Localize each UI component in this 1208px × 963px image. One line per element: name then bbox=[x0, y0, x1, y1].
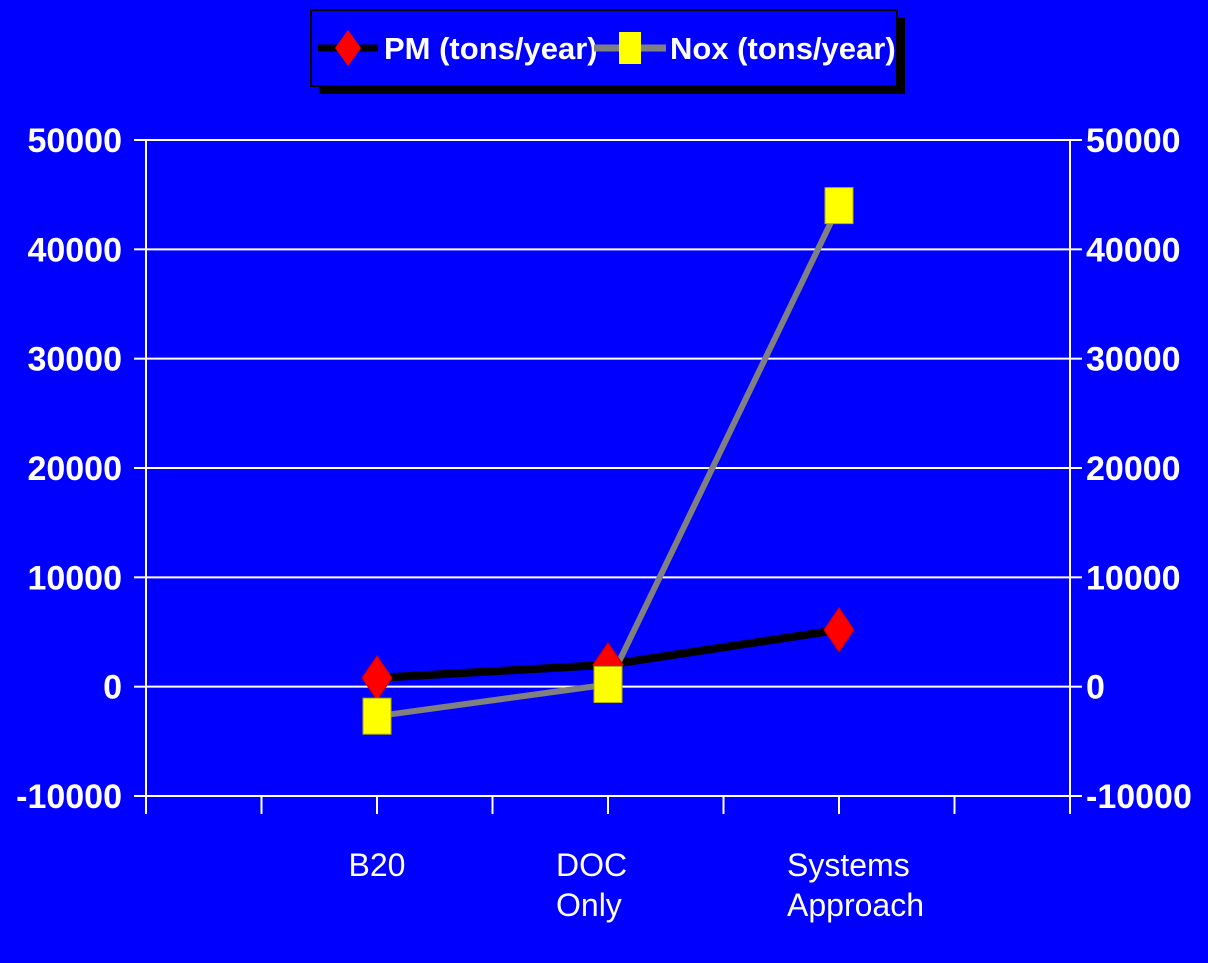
legend-nox-label: Nox (tons/year) bbox=[670, 31, 896, 66]
left-tick-label: 20000 bbox=[27, 450, 122, 488]
left-tick-label: -10000 bbox=[16, 778, 122, 816]
category-label: Only bbox=[556, 887, 622, 923]
legend-pm-label: PM (tons/year) bbox=[384, 31, 598, 66]
nox-data-point bbox=[824, 187, 854, 225]
category-label: B20 bbox=[349, 847, 406, 883]
left-tick-label: 50000 bbox=[27, 122, 122, 160]
gridlines bbox=[146, 139, 1070, 688]
legend: PM (tons/year) Nox (tons/year) bbox=[310, 9, 905, 94]
right-tick-label: 10000 bbox=[1086, 559, 1181, 597]
right-tick-label: 30000 bbox=[1086, 341, 1181, 379]
legend-pm-diamond-marker bbox=[335, 30, 361, 66]
axes bbox=[145, 140, 1071, 814]
right-tick-label: 40000 bbox=[1086, 231, 1181, 269]
left-tick-label: 30000 bbox=[27, 341, 122, 379]
left-tick-label: 0 bbox=[103, 669, 122, 707]
right-tick-label: 0 bbox=[1086, 669, 1105, 707]
right-tick-label: -10000 bbox=[1086, 778, 1192, 816]
series-lines bbox=[376, 204, 842, 720]
right-tick-label: 20000 bbox=[1086, 450, 1181, 488]
legend-nox-square-marker bbox=[619, 32, 641, 64]
pm-data-point bbox=[361, 655, 393, 701]
left-tick-label: 10000 bbox=[27, 559, 122, 597]
series-markers bbox=[361, 187, 855, 735]
x-axis-categories: B20 DOC Only Systems Approach bbox=[349, 847, 924, 923]
nox-data-point bbox=[362, 697, 392, 735]
pm-data-point bbox=[823, 606, 855, 653]
nox-data-point bbox=[593, 665, 623, 703]
category-label: Systems bbox=[787, 847, 910, 883]
right-y-axis-ticks: -10000 0 10000 20000 30000 40000 50000 bbox=[1070, 122, 1192, 816]
category-label: Approach bbox=[787, 887, 924, 923]
category-label: DOC bbox=[556, 847, 627, 883]
right-tick-label: 50000 bbox=[1086, 122, 1181, 160]
left-y-axis-ticks: -10000 0 10000 20000 30000 40000 50000 bbox=[16, 122, 146, 816]
left-tick-label: 40000 bbox=[27, 231, 122, 269]
